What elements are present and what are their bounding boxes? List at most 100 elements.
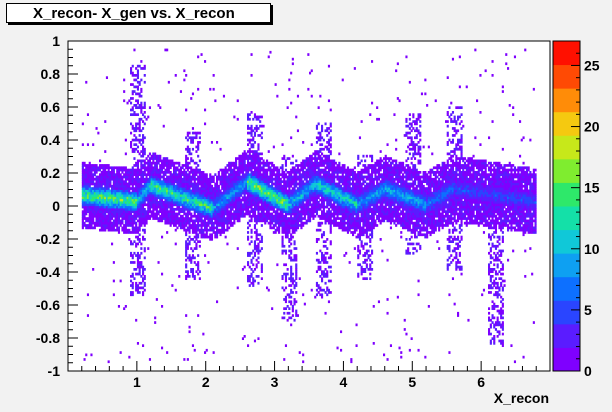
heatmap-cell (102, 187, 105, 190)
heatmap-cell (238, 198, 241, 202)
heatmap-cell (90, 182, 93, 186)
heatmap-cell (222, 175, 226, 179)
heatmap-cell (176, 221, 179, 225)
heatmap-cell (93, 212, 96, 216)
heatmap-cell (136, 226, 140, 230)
heatmap-cell (327, 150, 331, 153)
heatmap-cell (290, 323, 293, 327)
heatmap-cell (296, 224, 300, 227)
heatmap-cell (181, 226, 184, 230)
heatmap-cell (86, 205, 90, 209)
heatmap-cell (124, 168, 127, 172)
heatmap-cell (300, 203, 303, 207)
heatmap-cell (259, 161, 262, 165)
heatmap-cell (233, 161, 236, 165)
heatmap-cell (212, 191, 215, 195)
heatmap-cell (131, 275, 134, 278)
heatmap-cell (167, 217, 170, 220)
heatmap-cell (274, 212, 277, 216)
heatmap-cell (310, 69, 313, 73)
heatmap-cell (155, 177, 158, 181)
heatmap-cell (253, 187, 257, 190)
heatmap-cell (142, 210, 145, 214)
heatmap-cell (104, 203, 107, 207)
heatmap-cell (123, 228, 126, 232)
heatmap-cell (240, 189, 243, 193)
heatmap-cell (264, 196, 267, 200)
heatmap-cell (204, 177, 207, 181)
heatmap-cell (252, 189, 255, 193)
heatmap-cell (303, 189, 306, 193)
heatmap-cell (143, 221, 146, 225)
heatmap-cell (157, 173, 160, 177)
heatmap-cell (200, 224, 203, 227)
heatmap-cell (195, 189, 198, 193)
heatmap-cell (102, 221, 105, 225)
heatmap-cell (191, 219, 195, 223)
heatmap-cell (126, 184, 129, 188)
heatmap-cell (159, 205, 162, 209)
heatmap-cell (334, 175, 337, 179)
heatmap-cell (169, 182, 172, 186)
heatmap-cell (340, 196, 343, 200)
heatmap-cell (286, 228, 289, 232)
heatmap-cell (138, 141, 141, 144)
heatmap-cell (296, 168, 300, 172)
heatmap-cell (336, 214, 339, 218)
heatmap-cell (281, 224, 284, 227)
heatmap-cell (253, 159, 257, 163)
heatmap-cell (93, 198, 96, 202)
heatmap-cell (111, 217, 114, 220)
heatmap-cell (309, 159, 312, 163)
heatmap-cell (185, 212, 188, 216)
heatmap-cell (338, 168, 341, 172)
heatmap-cell (281, 242, 284, 246)
heatmap-cell (340, 184, 343, 188)
heatmap-cell (140, 173, 143, 177)
heatmap-cell (97, 189, 100, 193)
heatmap-cell (324, 168, 327, 172)
heatmap-cell (216, 175, 219, 179)
heatmap-cell (102, 177, 105, 181)
heatmap-cell (85, 196, 88, 200)
heatmap-cell (136, 76, 140, 80)
heatmap-cell (281, 219, 284, 223)
heatmap-cell (135, 281, 138, 285)
heatmap-cell (260, 205, 263, 209)
heatmap-cell (241, 152, 245, 156)
heatmap-cell (121, 171, 124, 174)
heatmap-cell (336, 166, 339, 170)
heatmap-cell (327, 99, 331, 103)
heatmap-cell (121, 210, 124, 214)
heatmap-cell (198, 217, 201, 220)
heatmap-cell (317, 166, 320, 170)
heatmap-cell (140, 265, 143, 269)
heatmap-cell (269, 187, 272, 190)
heatmap-cell (159, 180, 162, 184)
heatmap-cell (195, 196, 198, 200)
heatmap-cell (326, 198, 329, 202)
heatmap-cell (229, 171, 232, 174)
heatmap-cell (216, 219, 219, 223)
heatmap-cell (278, 182, 281, 186)
heatmap-cell (305, 208, 308, 211)
heatmap-cell (135, 124, 138, 128)
heatmap-cell (209, 191, 212, 195)
heatmap-cell (140, 164, 143, 167)
heatmap-cell (260, 270, 263, 274)
heatmap-cell (315, 171, 319, 174)
heatmap-cell (81, 184, 84, 188)
heatmap-cell (317, 154, 320, 158)
heatmap-cell (228, 226, 231, 230)
heatmap-cell (205, 198, 208, 202)
heatmap-cell (209, 235, 212, 239)
heatmap-cell (295, 219, 298, 223)
heatmap-cell (186, 196, 189, 200)
heatmap-cell (247, 168, 250, 172)
heatmap-cell (264, 201, 267, 204)
heatmap-cell (229, 187, 232, 190)
heatmap-cell (209, 198, 212, 202)
heatmap-cell (131, 221, 134, 225)
heatmap-cell (123, 180, 126, 184)
heatmap-cell (131, 272, 134, 276)
